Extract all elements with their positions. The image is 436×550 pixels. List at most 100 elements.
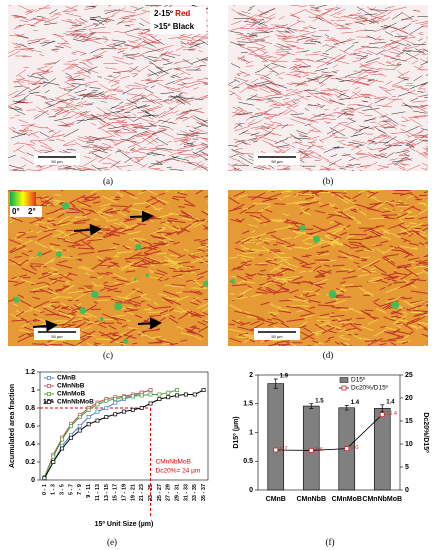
texture [136, 131, 151, 137]
texture [329, 128, 346, 137]
texture [423, 328, 428, 331]
marker [157, 397, 162, 401]
texture [97, 248, 115, 252]
texture [135, 243, 142, 250]
texture [110, 338, 119, 341]
texture [422, 107, 427, 110]
texture [145, 273, 149, 277]
texture [25, 332, 33, 337]
texture [36, 72, 49, 81]
texture [147, 307, 152, 310]
texture [381, 257, 396, 267]
texture [72, 33, 86, 36]
texture [40, 257, 56, 268]
texture [145, 111, 157, 118]
texture [71, 82, 88, 86]
texture [111, 207, 128, 217]
texture [54, 108, 63, 112]
texture [43, 136, 54, 141]
texture [317, 60, 331, 64]
texture [49, 243, 60, 247]
texture [200, 307, 208, 313]
marker [60, 437, 65, 442]
texture [67, 78, 85, 82]
texture [279, 53, 291, 56]
marker [175, 393, 180, 398]
texture [78, 72, 91, 78]
texture [274, 203, 286, 205]
texture [66, 74, 80, 82]
texture [135, 87, 147, 89]
texture [345, 213, 362, 224]
texture [360, 309, 377, 321]
texture [300, 31, 316, 36]
texture [341, 154, 351, 157]
texture [414, 134, 426, 137]
texture [43, 40, 50, 42]
texture [269, 265, 282, 273]
texture [48, 343, 63, 346]
texture [335, 270, 349, 273]
texture [137, 218, 142, 222]
texture [419, 139, 428, 141]
texture [325, 46, 336, 52]
texture [146, 49, 160, 53]
texture [299, 24, 311, 33]
texture [379, 134, 391, 137]
texture [399, 322, 417, 328]
texture [48, 277, 66, 283]
texture [65, 29, 80, 37]
texture [341, 322, 352, 328]
texture [345, 285, 363, 288]
texture [127, 300, 137, 308]
texture [312, 114, 321, 118]
texture [404, 224, 410, 228]
texture [71, 219, 86, 224]
texture [71, 318, 85, 324]
texture [290, 221, 296, 225]
texture [144, 131, 157, 136]
texture [83, 156, 92, 159]
texture [278, 16, 285, 20]
texture [274, 93, 282, 96]
texture [332, 264, 345, 267]
texture [265, 54, 277, 59]
texture [115, 150, 122, 153]
texture [295, 141, 303, 146]
texture [193, 87, 199, 90]
texture [327, 88, 341, 94]
texture [234, 310, 252, 316]
texture [166, 166, 172, 168]
texture [330, 243, 346, 246]
texture [315, 10, 332, 18]
value-label: 8.6 [315, 447, 323, 453]
texture [110, 205, 128, 208]
texture [206, 228, 208, 230]
texture [289, 341, 298, 346]
texture [246, 61, 253, 64]
texture [241, 37, 255, 40]
texture [307, 75, 324, 83]
texture [379, 240, 389, 244]
texture [53, 207, 63, 213]
texture [388, 222, 405, 230]
texture [44, 282, 51, 286]
texture [318, 29, 330, 32]
texture [324, 34, 330, 38]
texture [349, 110, 354, 113]
texture [50, 130, 62, 137]
texture [336, 57, 345, 60]
texture [64, 76, 75, 82]
texture [56, 320, 68, 325]
texture [171, 73, 178, 78]
texture [396, 340, 411, 343]
texture [264, 285, 279, 294]
texture [396, 263, 412, 268]
texture [356, 165, 367, 168]
texture [190, 301, 199, 306]
texture [269, 103, 278, 107]
texture [191, 116, 204, 125]
texture [168, 219, 186, 224]
texture [16, 239, 33, 248]
texture [337, 112, 355, 116]
